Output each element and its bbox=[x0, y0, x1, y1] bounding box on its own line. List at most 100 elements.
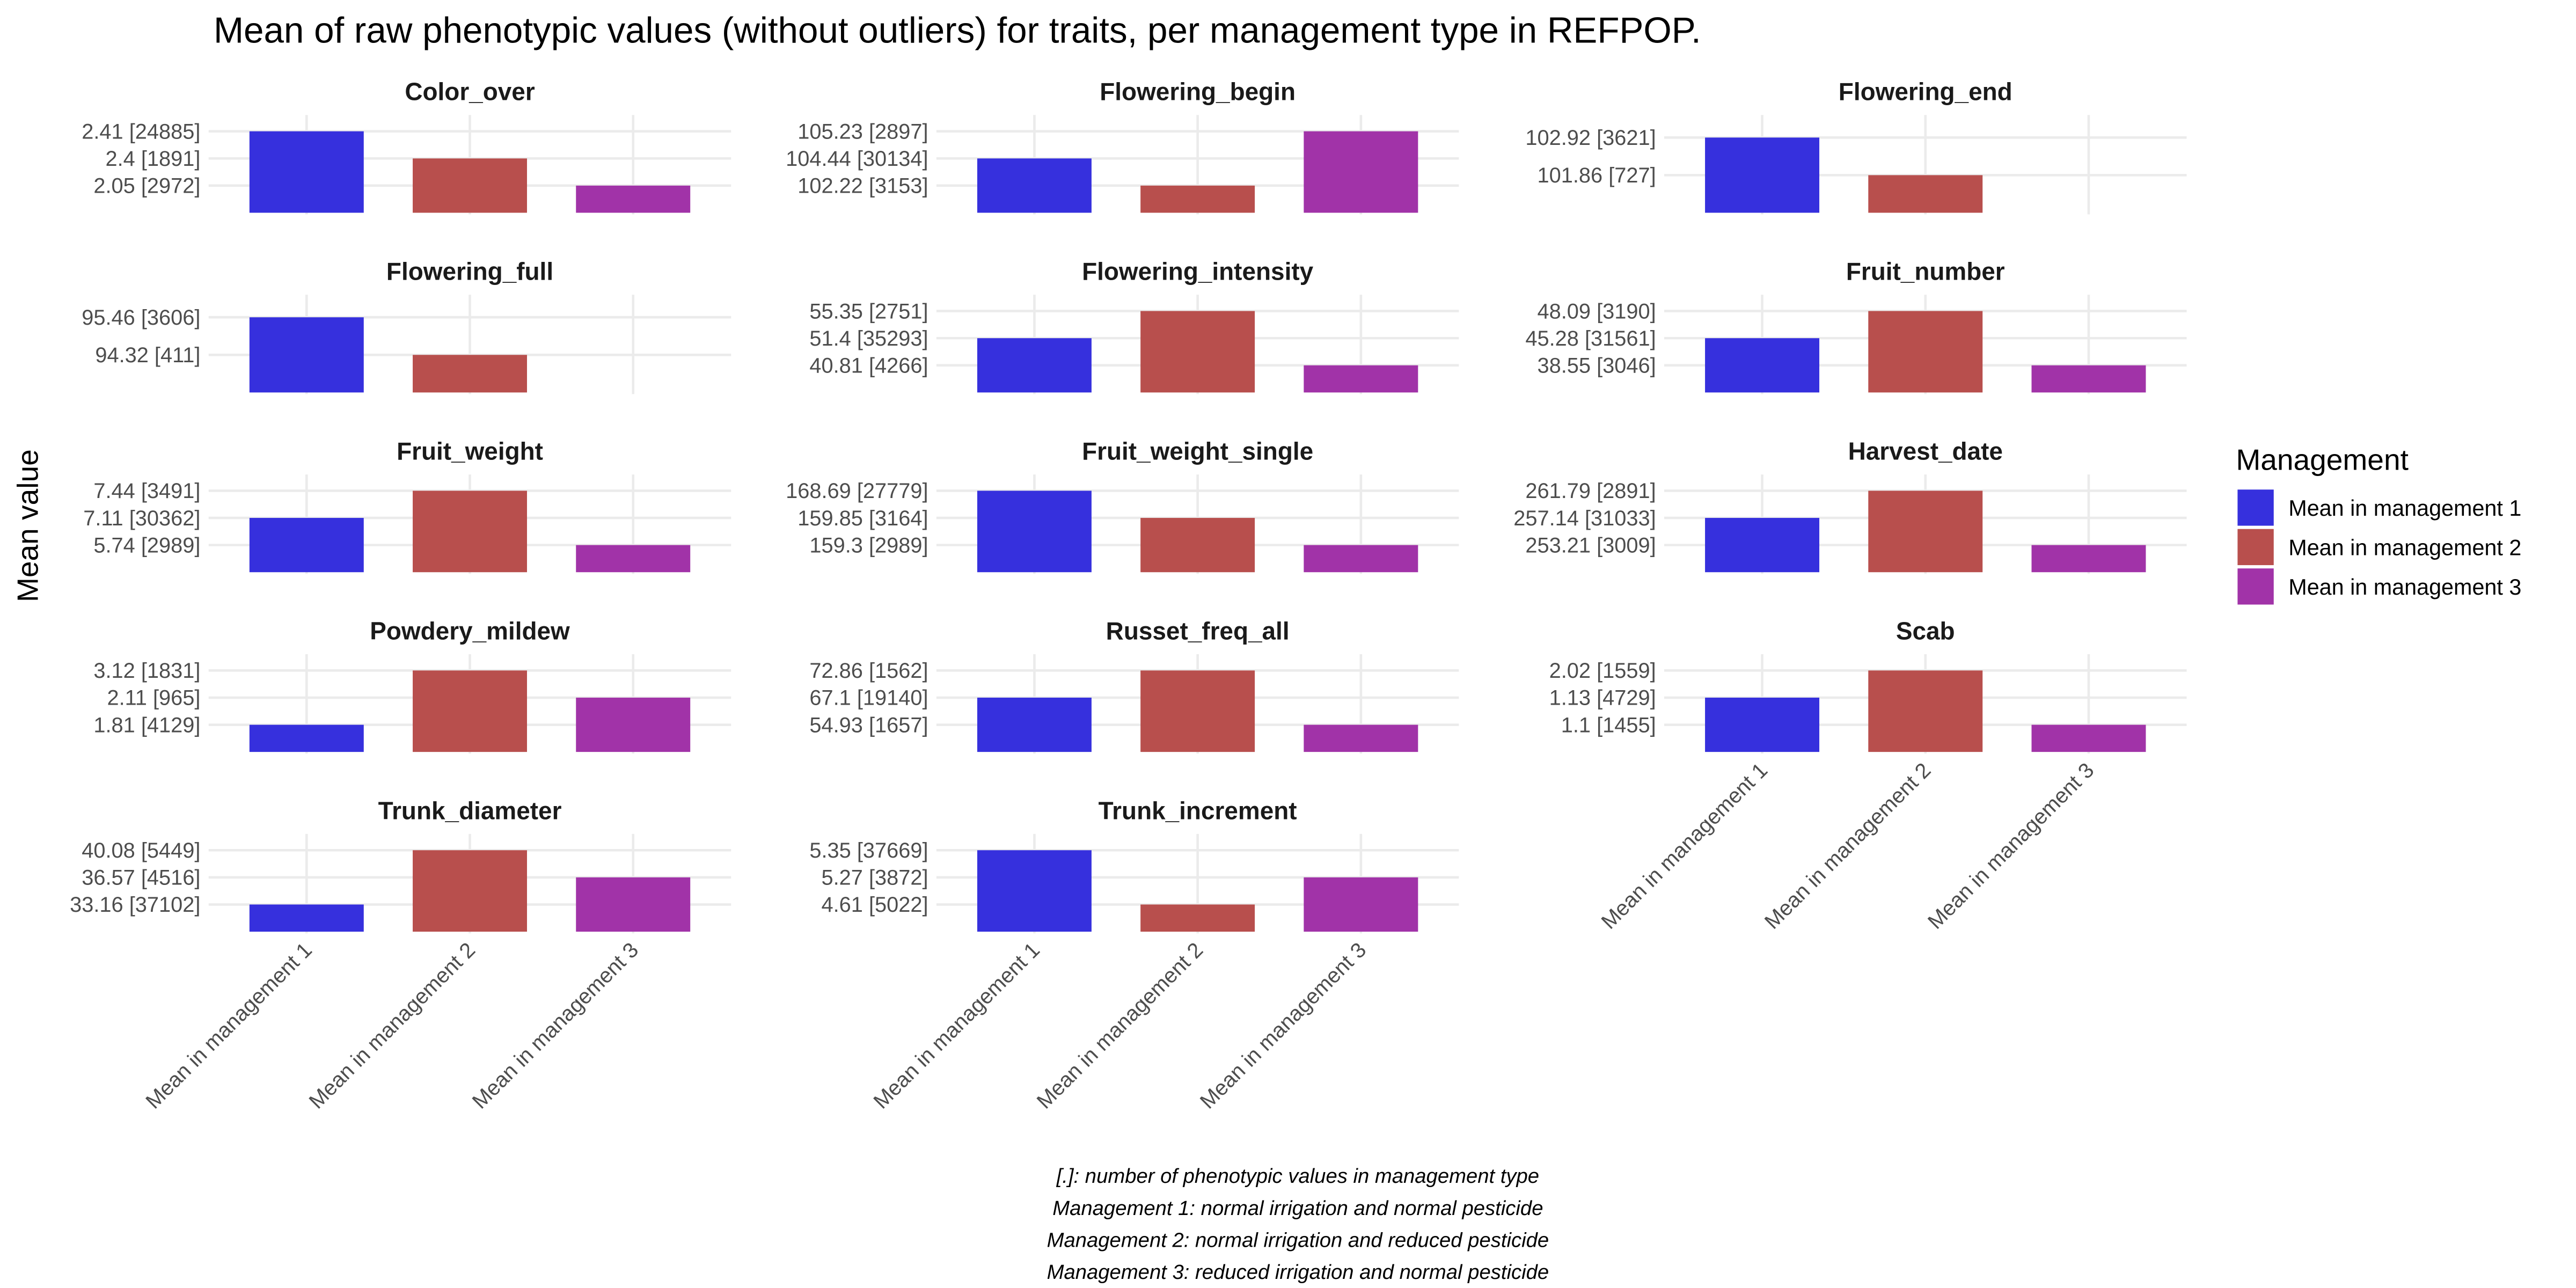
y-tick-label: 3.12 [1831] bbox=[93, 659, 200, 683]
y-tick-label: 67.1 [19140] bbox=[809, 686, 928, 710]
facet-title: Scab bbox=[1896, 617, 1955, 645]
bar bbox=[413, 158, 527, 213]
legend-label: Mean in management 1 bbox=[2288, 496, 2521, 521]
bar bbox=[1705, 338, 1820, 393]
y-tick-label: 168.69 [27779] bbox=[786, 479, 928, 503]
bar bbox=[977, 491, 1092, 573]
y-tick-label: 54.93 [1657] bbox=[809, 713, 928, 737]
bar bbox=[249, 131, 364, 213]
bar bbox=[2031, 724, 2146, 752]
legend-label: Mean in management 2 bbox=[2288, 536, 2521, 560]
y-tick-label: 45.28 [31561] bbox=[1525, 327, 1656, 350]
bar bbox=[249, 518, 364, 573]
y-tick-label: 159.85 [3164] bbox=[797, 507, 928, 530]
y-tick-label: 33.16 [37102] bbox=[70, 893, 200, 917]
chart-title: Mean of raw phenotypic values (without o… bbox=[214, 11, 1701, 51]
y-tick-label: 101.86 [727] bbox=[1537, 164, 1656, 187]
legend-label: Mean in management 3 bbox=[2288, 575, 2521, 599]
bar bbox=[1140, 904, 1255, 932]
facet-title: Flowering_full bbox=[386, 258, 553, 286]
y-tick-label: 102.92 [3621] bbox=[1525, 126, 1656, 150]
y-tick-label: 2.4 [1891] bbox=[106, 147, 201, 171]
y-tick-label: 48.09 [3190] bbox=[1537, 299, 1656, 323]
y-tick-label: 4.61 [5022] bbox=[821, 893, 928, 917]
caption: Management 3: reduced irrigation and nor… bbox=[1047, 1261, 1549, 1284]
y-tick-label: 2.05 [2972] bbox=[93, 174, 200, 198]
y-tick-label: 2.11 [965] bbox=[107, 686, 200, 710]
bar bbox=[1140, 518, 1255, 573]
legend-swatch bbox=[2237, 489, 2274, 526]
bar bbox=[1304, 877, 1418, 932]
y-tick-label: 40.08 [5449] bbox=[82, 839, 200, 862]
facet-title: Trunk_diameter bbox=[378, 796, 562, 824]
bar bbox=[977, 158, 1092, 213]
facet-title: Harvest_date bbox=[1848, 437, 2003, 465]
y-tick-label: 38.55 [3046] bbox=[1537, 354, 1656, 378]
bar bbox=[1140, 311, 1255, 393]
y-tick-label: 55.35 [2751] bbox=[809, 299, 928, 323]
bar bbox=[1304, 724, 1418, 752]
bar bbox=[1304, 365, 1418, 393]
y-tick-label: 257.14 [31033] bbox=[1513, 507, 1656, 530]
bar bbox=[1868, 311, 1983, 393]
y-tick-label: 72.86 [1562] bbox=[809, 659, 928, 683]
x-tick-label: Mean in management 1 bbox=[141, 938, 317, 1114]
x-tick-label: Mean in management 2 bbox=[1033, 938, 1208, 1114]
bar bbox=[576, 877, 691, 932]
y-tick-label: 5.74 [2989] bbox=[93, 533, 200, 557]
facet-title: Powdery_mildew bbox=[370, 617, 570, 645]
x-tick-label: Mean in management 3 bbox=[468, 938, 643, 1114]
facet-title: Color_over bbox=[405, 78, 535, 106]
y-tick-label: 253.21 [3009] bbox=[1525, 533, 1656, 557]
bar bbox=[1868, 175, 1983, 213]
facet-title: Flowering_begin bbox=[1100, 78, 1296, 106]
facet-title: Russet_freq_all bbox=[1106, 617, 1290, 645]
bar bbox=[576, 185, 691, 213]
bar bbox=[249, 904, 364, 932]
x-tick-label: Mean in management 2 bbox=[1760, 758, 1936, 934]
bar bbox=[413, 355, 527, 393]
y-tick-label: 51.4 [35293] bbox=[809, 327, 928, 350]
bar bbox=[1140, 185, 1255, 213]
y-tick-label: 95.46 [3606] bbox=[82, 306, 200, 330]
facet-title: Trunk_increment bbox=[1099, 796, 1297, 824]
y-tick-label: 102.22 [3153] bbox=[797, 174, 928, 198]
facet-title: Flowering_intensity bbox=[1082, 258, 1314, 286]
bar bbox=[576, 697, 691, 752]
x-tick-label: Mean in management 3 bbox=[1196, 938, 1371, 1114]
y-tick-label: 261.79 [2891] bbox=[1525, 479, 1656, 503]
x-tick-label: Mean in management 3 bbox=[1923, 758, 2099, 934]
y-tick-label: 40.81 [4266] bbox=[809, 354, 928, 378]
y-axis-label: Mean value bbox=[11, 449, 44, 602]
y-tick-label: 159.3 [2989] bbox=[809, 533, 928, 557]
caption: Management 1: normal irrigation and norm… bbox=[1052, 1197, 1543, 1220]
y-tick-label: 1.81 [4129] bbox=[93, 713, 200, 737]
y-tick-label: 1.1 [1455] bbox=[1561, 713, 1656, 737]
bar bbox=[2031, 365, 2146, 393]
bar bbox=[1868, 491, 1983, 573]
y-tick-label: 105.23 [2897] bbox=[797, 120, 928, 143]
bar bbox=[977, 338, 1092, 393]
bar bbox=[977, 697, 1092, 752]
bar bbox=[1705, 697, 1820, 752]
facet-title: Fruit_weight bbox=[397, 437, 543, 465]
bar bbox=[413, 491, 527, 573]
bar bbox=[2031, 545, 2146, 573]
facet-title: Fruit_weight_single bbox=[1082, 437, 1313, 465]
bar bbox=[1304, 131, 1418, 213]
legend-swatch bbox=[2237, 529, 2274, 566]
x-tick-label: Mean in management 1 bbox=[1597, 758, 1772, 934]
bar bbox=[1705, 137, 1820, 213]
legend-swatch bbox=[2237, 568, 2274, 605]
x-tick-label: Mean in management 2 bbox=[304, 938, 480, 1114]
bar bbox=[413, 670, 527, 752]
legend-title: Management bbox=[2236, 443, 2409, 477]
y-tick-label: 5.35 [37669] bbox=[809, 839, 928, 862]
bar bbox=[413, 850, 527, 932]
bar bbox=[576, 545, 691, 573]
y-tick-label: 36.57 [4516] bbox=[82, 866, 200, 890]
bar bbox=[1705, 518, 1820, 573]
y-tick-label: 7.44 [3491] bbox=[93, 479, 200, 503]
